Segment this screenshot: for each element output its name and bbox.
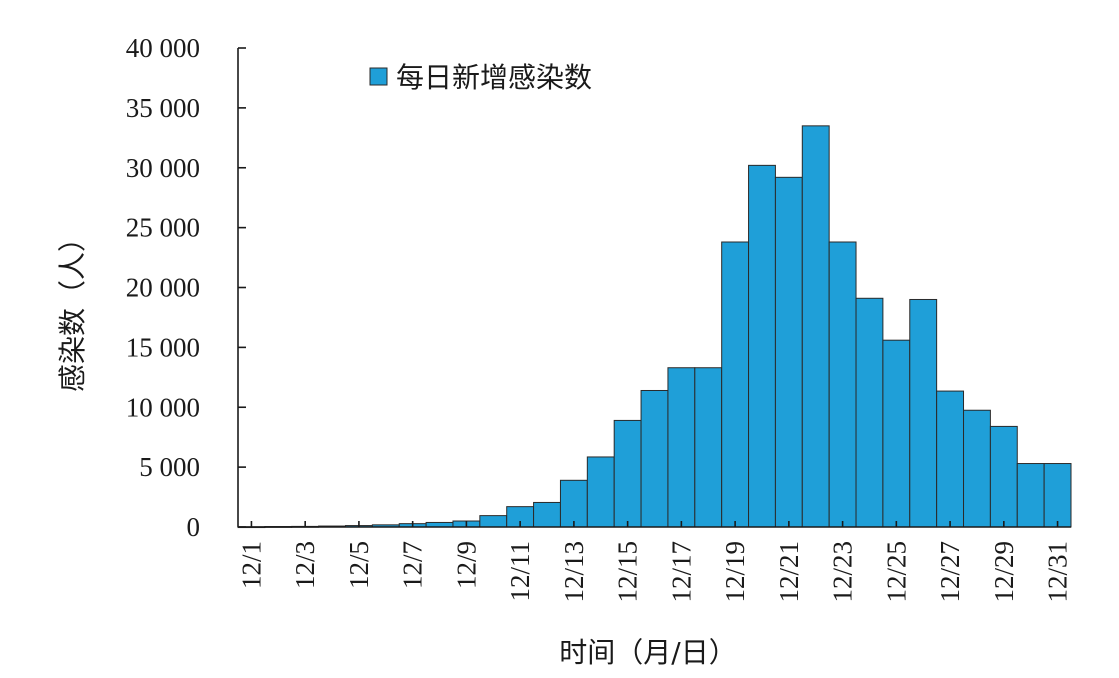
y-tick-label: 30 000 <box>126 153 200 183</box>
bar-12-30 <box>1016 463 1045 528</box>
x-tick-label: 12/7 <box>398 541 428 589</box>
bars-group <box>237 125 1072 529</box>
bar-12-27 <box>936 390 965 528</box>
bar-12-29 <box>989 425 1018 528</box>
x-tick-label: 12/19 <box>720 541 750 603</box>
bar-12-28 <box>963 409 991 528</box>
bar-12-25 <box>882 339 911 528</box>
bar-12-24 <box>855 297 884 528</box>
bar-12-23 <box>828 241 857 528</box>
y-tick-label: 25 000 <box>126 213 200 243</box>
x-tick-label: 12/27 <box>935 541 965 603</box>
bar-12-21 <box>774 176 803 528</box>
y-tick-label: 5 000 <box>139 452 200 482</box>
bar-12-13 <box>559 479 588 528</box>
x-tick-label: 12/25 <box>881 541 911 603</box>
y-tick-label: 0 <box>187 512 201 542</box>
y-tick-label: 10 000 <box>126 392 200 422</box>
legend-label: 每日新增感染数 <box>396 61 592 94</box>
x-tick-label: 12/29 <box>989 541 1019 603</box>
bar-12-19 <box>721 241 750 528</box>
x-tick-label: 12/23 <box>828 541 858 603</box>
x-tick-label: 12/15 <box>613 541 643 603</box>
x-tick-label: 12/13 <box>559 541 589 603</box>
y-tick-label: 40 000 <box>126 33 200 63</box>
x-tick-label: 12/11 <box>505 541 535 602</box>
y-axis: 0 5 000 10 000 15 000 20 000 25 000 30 000 35 0… <box>126 33 246 542</box>
bar-12-31 <box>1043 463 1072 528</box>
bar-12-15 <box>613 419 642 528</box>
x-tick-label: 12/31 <box>1043 541 1073 603</box>
x-tick-label: 12/17 <box>666 541 696 603</box>
x-tick-label: 12/3 <box>290 541 320 589</box>
bar-12-12 <box>533 501 561 528</box>
x-tick-label: 12/5 <box>344 541 374 589</box>
bar-12-17 <box>667 367 696 528</box>
bar-12-16 <box>640 389 669 528</box>
y-tick-label: 15 000 <box>126 332 200 362</box>
bar-12-14 <box>586 456 615 528</box>
bar-12-10 <box>479 515 508 528</box>
bar-12-22 <box>801 125 830 528</box>
x-tick-label: 12/9 <box>451 541 481 589</box>
y-tick-label: 20 000 <box>126 273 200 303</box>
x-tick-label: 12/21 <box>774 541 804 603</box>
legend-swatch <box>369 67 388 86</box>
x-axis: 12/1 12/3 12/5 12/7 12/9 12/11 12/13 12/15 12/17… <box>236 521 1073 603</box>
y-axis-title: 感染数（人） <box>56 224 89 392</box>
bar-12-26 <box>909 298 938 528</box>
bar-12-18 <box>694 367 723 528</box>
bar-12-20 <box>748 164 776 528</box>
x-tick-label: 12/1 <box>236 541 266 589</box>
legend: 每日新增感染数 <box>369 61 592 94</box>
y-tick-label: 35 000 <box>126 93 200 123</box>
x-axis-title: 时间（月/日） <box>559 636 736 669</box>
